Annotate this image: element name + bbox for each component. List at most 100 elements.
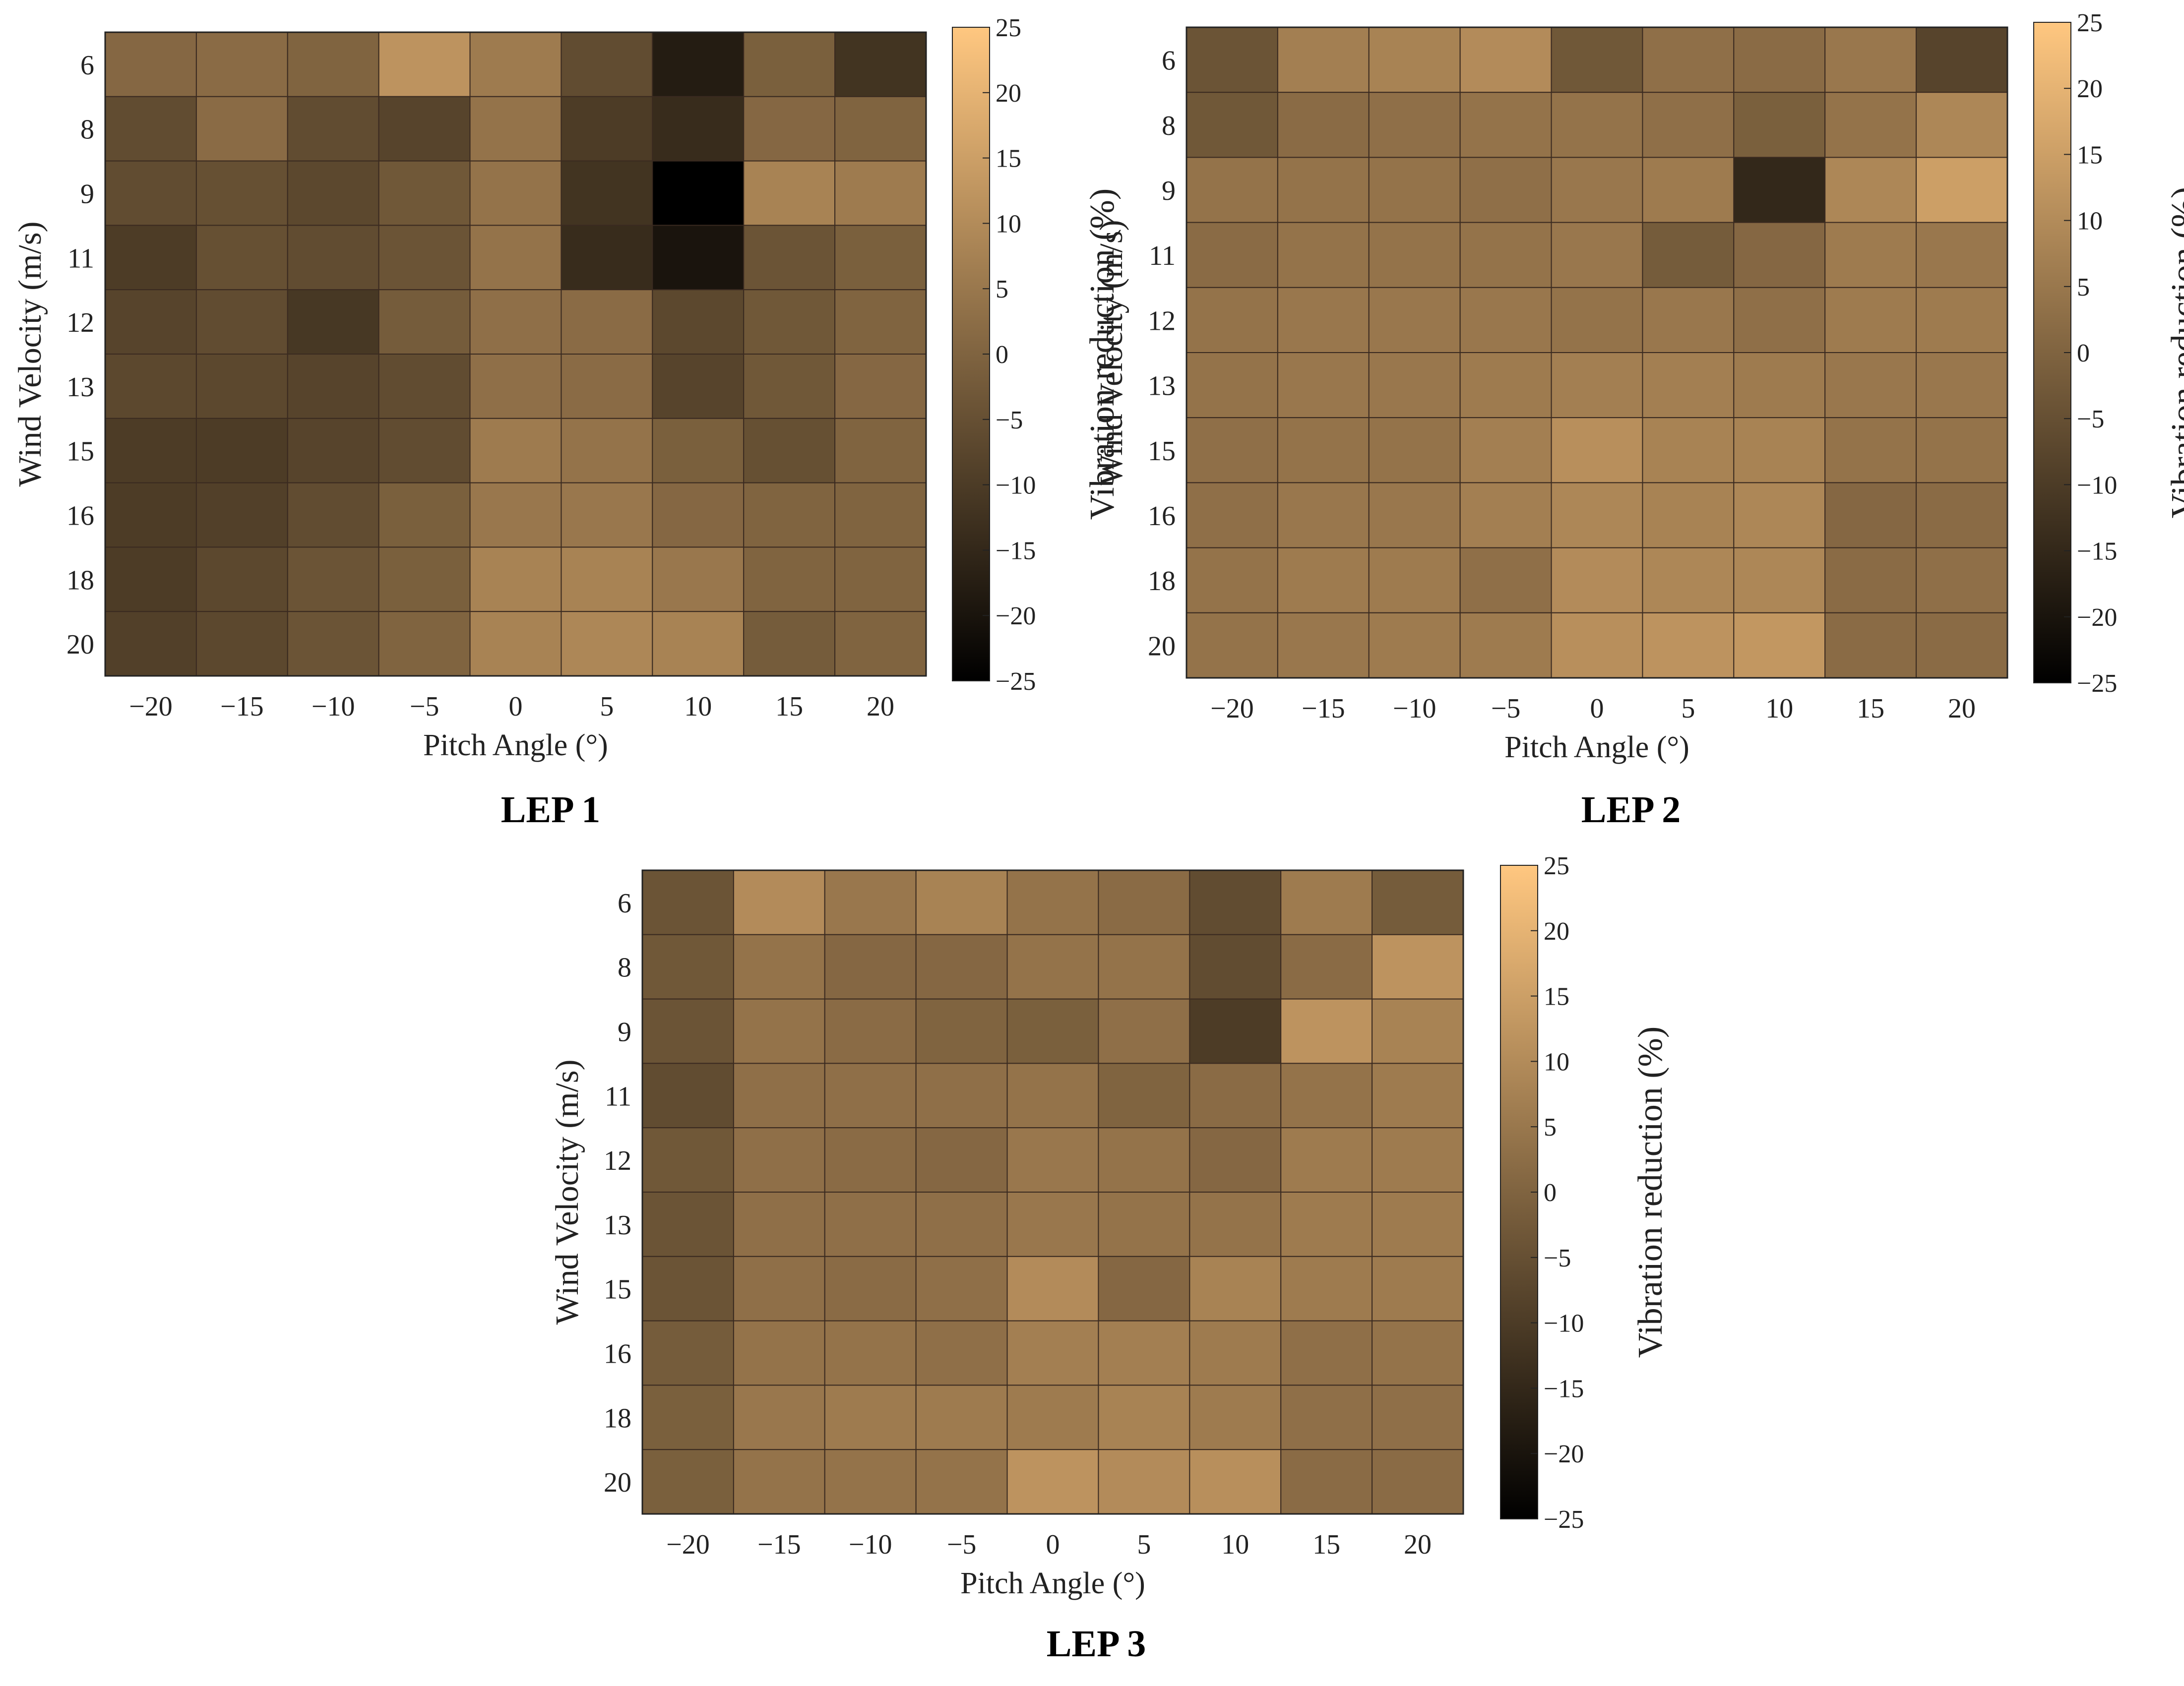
heatmap-cell bbox=[1277, 27, 1370, 93]
heatmap-cell bbox=[1186, 287, 1278, 353]
heatmap-cell bbox=[1368, 27, 1461, 93]
heatmap-cell bbox=[1368, 547, 1461, 613]
heatmap-cell bbox=[1459, 547, 1552, 613]
heatmap-cell bbox=[1824, 27, 1917, 93]
heatmap-cell bbox=[1824, 417, 1917, 483]
heatmap-cell bbox=[378, 482, 471, 548]
x-tick-label: 20 bbox=[1404, 1529, 1432, 1560]
heatmap-cell bbox=[1186, 92, 1278, 158]
heatmap-cell bbox=[733, 1449, 825, 1514]
colorbar-tick-label: −5 bbox=[1544, 1244, 1571, 1272]
heatmap-cell bbox=[743, 96, 836, 162]
heatmap-cell bbox=[378, 289, 471, 355]
heatmap-cell bbox=[195, 418, 288, 483]
heatmap-cell bbox=[1098, 1256, 1190, 1322]
colorbar-tick-label: 25 bbox=[2077, 9, 2103, 37]
heatmap-cell bbox=[1642, 287, 1735, 353]
heatmap-cell bbox=[733, 1192, 825, 1257]
x-tick-label: 0 bbox=[509, 691, 523, 722]
x-tick-label: −20 bbox=[666, 1529, 710, 1560]
x-tick-label: −15 bbox=[220, 691, 264, 722]
heatmap-cell bbox=[652, 289, 745, 355]
heatmap-cell bbox=[469, 546, 562, 612]
heatmap-cell bbox=[1098, 1320, 1190, 1386]
heatmap-cell bbox=[915, 1063, 1008, 1129]
heatmap-cell bbox=[1006, 934, 1099, 1000]
heatmap-cell bbox=[652, 96, 745, 162]
heatmap-cell bbox=[834, 225, 927, 291]
colorbar-tick-label: −20 bbox=[996, 602, 1036, 630]
colorbar-label: Vibration reduction (%) bbox=[2165, 187, 2184, 518]
colorbar-tick-label: 20 bbox=[2077, 75, 2103, 103]
colorbar-tick-label: −10 bbox=[2077, 471, 2117, 499]
heatmap-cell bbox=[1280, 870, 1373, 935]
heatmap-cell bbox=[1551, 92, 1643, 158]
heatmap-cell bbox=[1368, 92, 1461, 158]
y-axis-label: Wind Velocity (m/s) bbox=[1093, 220, 1129, 485]
heatmap-cell bbox=[1189, 1320, 1282, 1386]
heatmap-cell bbox=[1186, 222, 1278, 288]
heatmap-cell bbox=[1733, 612, 1826, 679]
x-tick-label: 15 bbox=[1312, 1529, 1340, 1560]
heatmap-cell bbox=[1280, 1320, 1373, 1386]
heatmap-cell bbox=[743, 482, 836, 548]
x-tick-label: −15 bbox=[757, 1529, 801, 1560]
heatmap-cell bbox=[105, 546, 197, 612]
heatmap-cell bbox=[1098, 1192, 1190, 1257]
x-tick-label: −5 bbox=[410, 691, 439, 722]
heatmap-cell bbox=[1642, 92, 1735, 158]
heatmap-cell bbox=[824, 998, 917, 1064]
heatmap-cell bbox=[1280, 1063, 1373, 1129]
colorbar-tick-label: −5 bbox=[2077, 405, 2104, 433]
colorbar-tick-label: 15 bbox=[1544, 983, 1569, 1011]
heatmap-cell bbox=[824, 1320, 917, 1386]
heatmap-cell bbox=[1368, 352, 1461, 419]
heatmap-cell bbox=[469, 32, 562, 97]
heatmap-cell bbox=[642, 870, 734, 935]
x-tick-label: −10 bbox=[1393, 693, 1436, 724]
heatmap-cell bbox=[287, 160, 379, 226]
y-tick-label: 20 bbox=[66, 629, 94, 660]
y-tick-label: 8 bbox=[618, 953, 631, 983]
x-tick-label: 0 bbox=[1590, 693, 1604, 724]
heatmap-cell bbox=[469, 482, 562, 548]
heatmap-cell bbox=[1551, 352, 1643, 419]
heatmap-cell bbox=[195, 32, 288, 97]
y-tick-label: 15 bbox=[66, 436, 94, 467]
heatmap-cell bbox=[652, 546, 745, 612]
heatmap-cell bbox=[195, 96, 288, 162]
heatmap-cell bbox=[105, 96, 197, 162]
colorbar-tick-label: −15 bbox=[2077, 538, 2117, 566]
y-tick-label: 13 bbox=[604, 1210, 631, 1241]
heatmap-cell bbox=[834, 289, 927, 355]
heatmap-cell bbox=[1368, 287, 1461, 353]
heatmap-cell bbox=[1186, 482, 1278, 548]
heatmap-cell bbox=[105, 354, 197, 419]
y-tick-label: 9 bbox=[1162, 176, 1176, 206]
heatmap-cell bbox=[1006, 1256, 1099, 1322]
heatmap-panel-3: −20 −15 −10 −5 0 5 10 15 20 6 8 9 11 12 13 15 16 18 20 Pitc… bbox=[549, 852, 1670, 1600]
heatmap-cell bbox=[1824, 547, 1917, 613]
heatmap-cell bbox=[642, 1385, 734, 1450]
heatmap-cell bbox=[1824, 92, 1917, 158]
heatmap-cell bbox=[834, 354, 927, 419]
heatmap-cell bbox=[1189, 998, 1282, 1064]
heatmap-cell bbox=[469, 354, 562, 419]
x-axis-label: Pitch Angle (°) bbox=[1504, 730, 1689, 764]
heatmap-cell bbox=[561, 546, 653, 612]
heatmap-cell bbox=[1824, 352, 1917, 419]
x-tick-label: 20 bbox=[867, 691, 894, 722]
heatmap-cell bbox=[642, 1449, 734, 1514]
colorbar-tick-label: −10 bbox=[996, 472, 1036, 500]
y-tick-label: 13 bbox=[66, 372, 94, 403]
heatmap-cell bbox=[1916, 352, 2008, 419]
heatmap-cell bbox=[1006, 1127, 1099, 1193]
y-tick-label: 16 bbox=[66, 501, 94, 532]
heatmap-cell bbox=[1186, 612, 1278, 679]
colorbar-tick-label: 15 bbox=[2077, 141, 2103, 169]
heatmap-cell bbox=[1642, 157, 1735, 223]
heatmap-cell bbox=[743, 160, 836, 226]
heatmap-cell bbox=[915, 870, 1008, 935]
colorbar-tick-label: −20 bbox=[1544, 1440, 1584, 1468]
